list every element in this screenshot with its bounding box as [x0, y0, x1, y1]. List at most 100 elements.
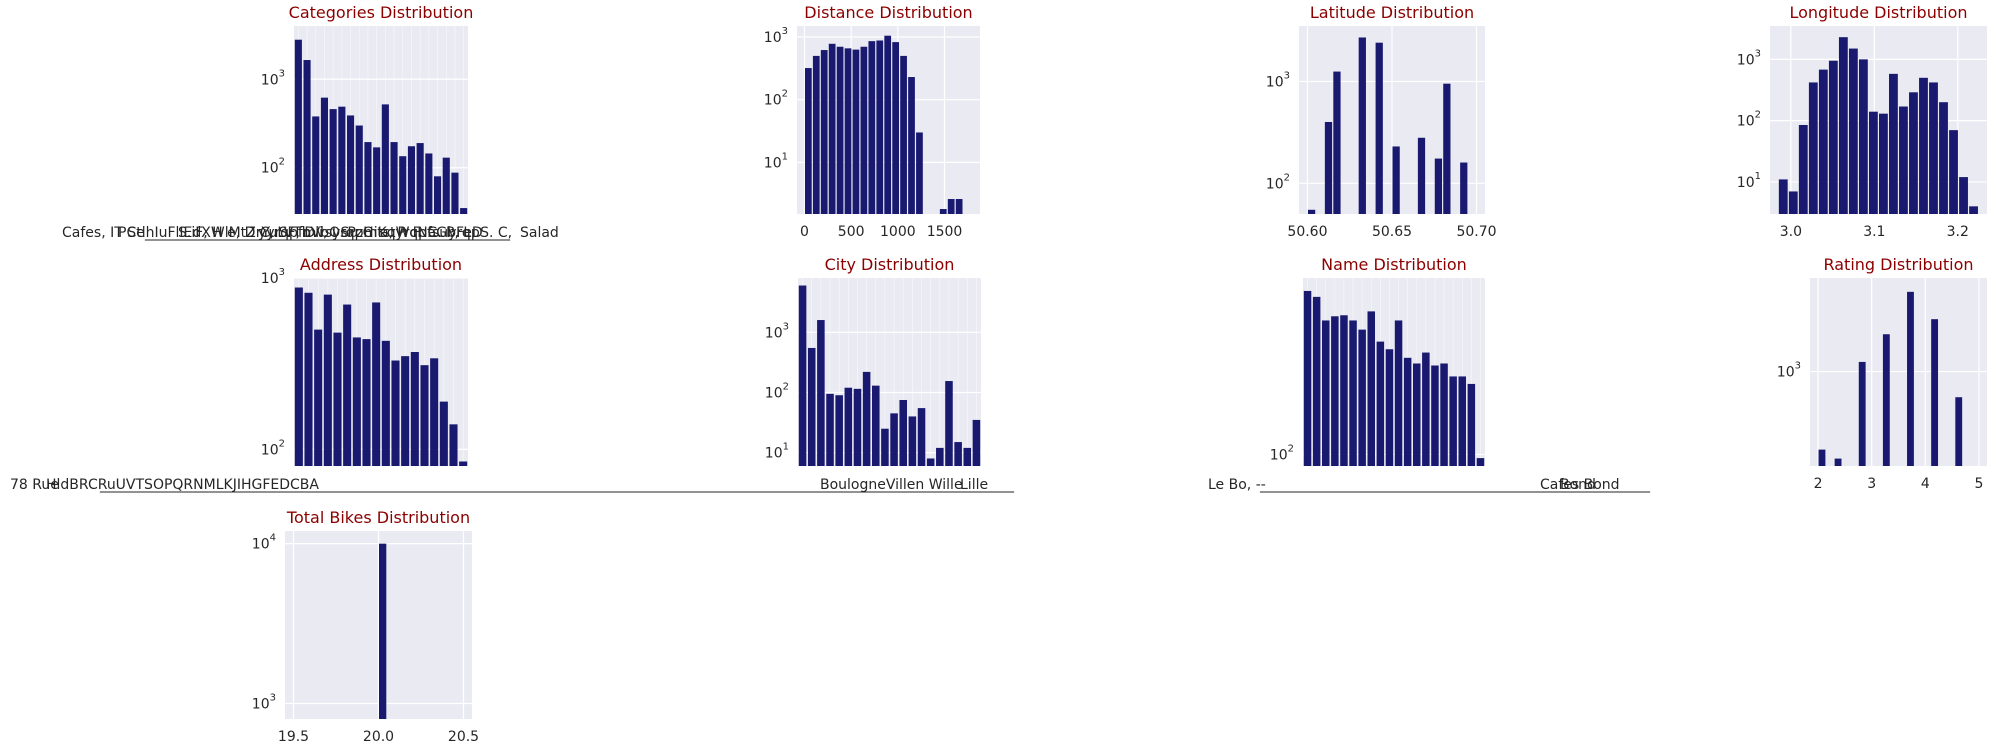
histogram-bar: [1858, 59, 1868, 214]
x-tick-label: 2: [1814, 476, 1823, 492]
x-tick-label-overlap: ______________________________: [144, 225, 356, 241]
histogram-bar: [899, 400, 907, 466]
histogram-bar: [1828, 60, 1838, 215]
histogram-bar: [1834, 458, 1842, 466]
x-tick-label: 3.1: [1863, 224, 1885, 240]
histogram-bar: [916, 132, 923, 214]
histogram-bar: [1303, 290, 1312, 466]
x-tick-label: 1000: [880, 224, 916, 240]
histogram-bar: [1838, 37, 1848, 214]
histogram-bar: [362, 339, 371, 466]
histogram-bar: [1460, 162, 1468, 214]
histogram-bar: [430, 358, 439, 466]
histogram-bar: [1392, 146, 1400, 214]
chart-title: Longitude Distribution: [1789, 3, 1967, 22]
x-tick-label: 3: [1867, 476, 1876, 492]
histogram-bar: [1808, 82, 1818, 214]
histogram-bar: [373, 147, 381, 214]
histogram-bar: [807, 347, 816, 466]
histogram-bar: [1798, 124, 1808, 214]
histogram-bar: [329, 109, 337, 214]
histogram-bar: [1889, 73, 1898, 214]
histogram-bar: [1375, 42, 1383, 214]
histogram-bar: [304, 292, 313, 466]
histogram-bar: [1959, 177, 1968, 214]
x-tick-label: 4: [1921, 476, 1930, 492]
histogram-bar: [1949, 130, 1958, 214]
x-tick-label-overlap: ________________________________________…: [249, 477, 573, 493]
x-tick-label-overlap: Cafes Bond: [1540, 477, 1620, 493]
histogram-panel-total_bikes: 103 104 19.5 20.0 20.5 Total Bikes Distributi…: [252, 508, 479, 745]
chart-title: Total Bikes Distribution: [286, 508, 470, 527]
histogram-bar: [1358, 329, 1366, 466]
histogram-bar: [939, 209, 947, 214]
histogram-bar: [303, 60, 311, 214]
chart-title: Rating Distribution: [1823, 255, 1973, 274]
histogram-bar: [900, 55, 907, 214]
x-tick-label-overlap: ______________________________: [1439, 477, 1651, 493]
x-tick-label-overlap: PCtlhIuFlIEdXWlMtZrYuLVTbVbOsPzHiKqWcNaG…: [118, 225, 483, 241]
histogram-bar: [844, 48, 852, 215]
histogram-bar: [1818, 69, 1828, 215]
histogram-bar: [381, 104, 389, 214]
histogram-bar: [1919, 77, 1928, 214]
histogram-bar: [1431, 365, 1439, 466]
x-tick-label: 19.5: [278, 729, 309, 745]
histogram-panel-rating: 103 2 3 4 5 Rating Distribution: [1777, 255, 1987, 492]
y-tick-label: 102: [1266, 172, 1290, 192]
histogram-bar: [425, 153, 433, 214]
histogram-bar: [817, 320, 825, 466]
chart-title: Latitude Distribution: [1310, 3, 1474, 22]
histogram-bar: [881, 428, 889, 466]
histogram-bar: [890, 413, 898, 466]
x-tick-label: 1500: [927, 224, 963, 240]
histogram-bar: [1458, 376, 1466, 466]
y-tick-label: 102: [261, 157, 285, 177]
histogram-bar: [294, 287, 303, 466]
histogram-bar: [1307, 209, 1316, 214]
y-tick-label: 101: [765, 442, 789, 462]
histogram-bar: [955, 199, 963, 214]
histogram-bar: [852, 49, 860, 214]
histogram-bar: [876, 40, 884, 215]
histogram-bar: [972, 419, 981, 466]
histogram-bar: [1858, 361, 1866, 466]
histogram-panel-distance: 101 102 103 0 500 1000 1500 Distance Distributi…: [764, 3, 980, 240]
histogram-bar: [1969, 206, 1978, 214]
histogram-bar: [1899, 106, 1908, 214]
histogram-bar: [963, 447, 972, 466]
x-tick-label: 20.5: [448, 729, 479, 745]
histogram-bar: [1367, 311, 1375, 466]
histogram-panel-address: 102 103 78 RueHldBRCRuUVTSOPQRNMLKJIHGFEDC…: [10, 255, 771, 493]
histogram-bar: [381, 340, 390, 466]
histogram-bar: [1467, 383, 1476, 466]
histogram-bar: [372, 302, 381, 466]
histogram-bar: [1312, 296, 1321, 466]
x-tick-label: 3.0: [1780, 224, 1802, 240]
histogram-panel-city: 101 102 103 _______________________________…: [739, 255, 1015, 493]
histogram-panel-longitude: 101 102 103 3.0 3.1 3.2 Longitude Distribution: [1737, 3, 1987, 240]
histogram-bar: [1349, 320, 1357, 466]
histogram-bar: [379, 543, 387, 719]
y-tick-label: 103: [1737, 48, 1761, 68]
histogram-bar: [449, 424, 458, 466]
histogram-bar: [844, 387, 853, 466]
histogram-bar: [872, 385, 880, 466]
histogram-bar: [860, 46, 868, 214]
histogram-bar: [416, 143, 424, 214]
histogram-bar: [323, 294, 332, 466]
histogram-bar: [1403, 357, 1412, 466]
y-tick-label: 103: [764, 26, 788, 46]
histogram-bar: [410, 352, 419, 466]
x-tick-label: 50.65: [1372, 224, 1412, 240]
y-tick-label: 101: [764, 151, 788, 171]
histogram-bar: [420, 365, 429, 466]
histogram-bar: [294, 39, 302, 214]
histogram-bar: [1449, 376, 1457, 466]
x-tick-label-overlap: _____: [929, 477, 966, 493]
histogram-bar: [434, 176, 442, 214]
chart-title: Name Distribution: [1321, 255, 1467, 274]
histogram-bar: [1907, 291, 1914, 466]
